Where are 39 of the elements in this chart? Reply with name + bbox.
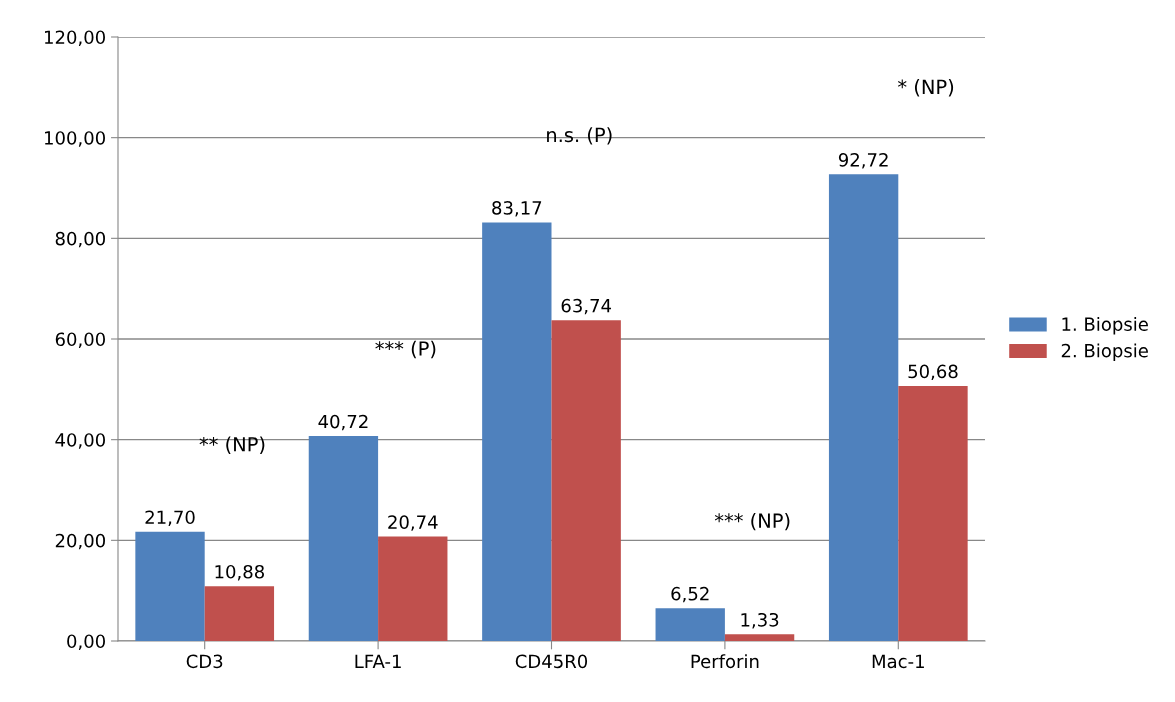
annotation: n.s. (P) xyxy=(547,127,612,145)
x-tick-label: CD45R0 xyxy=(515,654,588,669)
bar xyxy=(378,536,448,641)
bar xyxy=(828,174,899,641)
bar xyxy=(482,222,552,641)
data-label: 10,88 xyxy=(215,564,264,581)
data-label: 20,74 xyxy=(388,515,438,531)
bar xyxy=(898,385,968,641)
x-tick-label: CD3 xyxy=(186,654,223,669)
data-label: 40,72 xyxy=(318,414,368,431)
bar xyxy=(724,634,795,641)
y-tick-label: 20,00 xyxy=(55,533,105,550)
data-label: 6,52 xyxy=(671,586,709,603)
annotation: ** (NP) xyxy=(199,436,265,454)
data-label: 92,72 xyxy=(838,152,888,169)
data-label: 83,17 xyxy=(492,201,542,217)
bar xyxy=(204,586,275,641)
data-label: 21,70 xyxy=(145,510,195,526)
y-tick-label: 100,00 xyxy=(45,131,105,147)
y-tick-label: 120,00 xyxy=(45,30,105,46)
annotation: *** (NP) xyxy=(714,513,790,531)
bar xyxy=(308,436,379,641)
data-label: 50,68 xyxy=(908,364,958,381)
data-label: 1,33 xyxy=(741,612,779,629)
y-tick-label: 60,00 xyxy=(55,332,105,348)
x-tick-label: Perforin xyxy=(691,654,759,669)
y-tick-label: 0,00 xyxy=(67,634,105,650)
bar xyxy=(655,608,725,641)
x-tick-label: LFA-1 xyxy=(355,654,401,668)
x-tick-label: Mac-1 xyxy=(872,654,924,669)
y-tick-label: 80,00 xyxy=(55,231,105,248)
annotation: *** (P) xyxy=(375,340,436,359)
y-tick-label: 40,00 xyxy=(55,433,105,449)
data-label: 63,74 xyxy=(561,298,612,315)
annotation: * (NP) xyxy=(897,79,954,97)
bar xyxy=(551,320,621,641)
legend-label: 1. Biopsie xyxy=(1062,317,1148,335)
bar xyxy=(135,531,205,641)
legend-label: 2. Biopsie xyxy=(1061,343,1148,361)
